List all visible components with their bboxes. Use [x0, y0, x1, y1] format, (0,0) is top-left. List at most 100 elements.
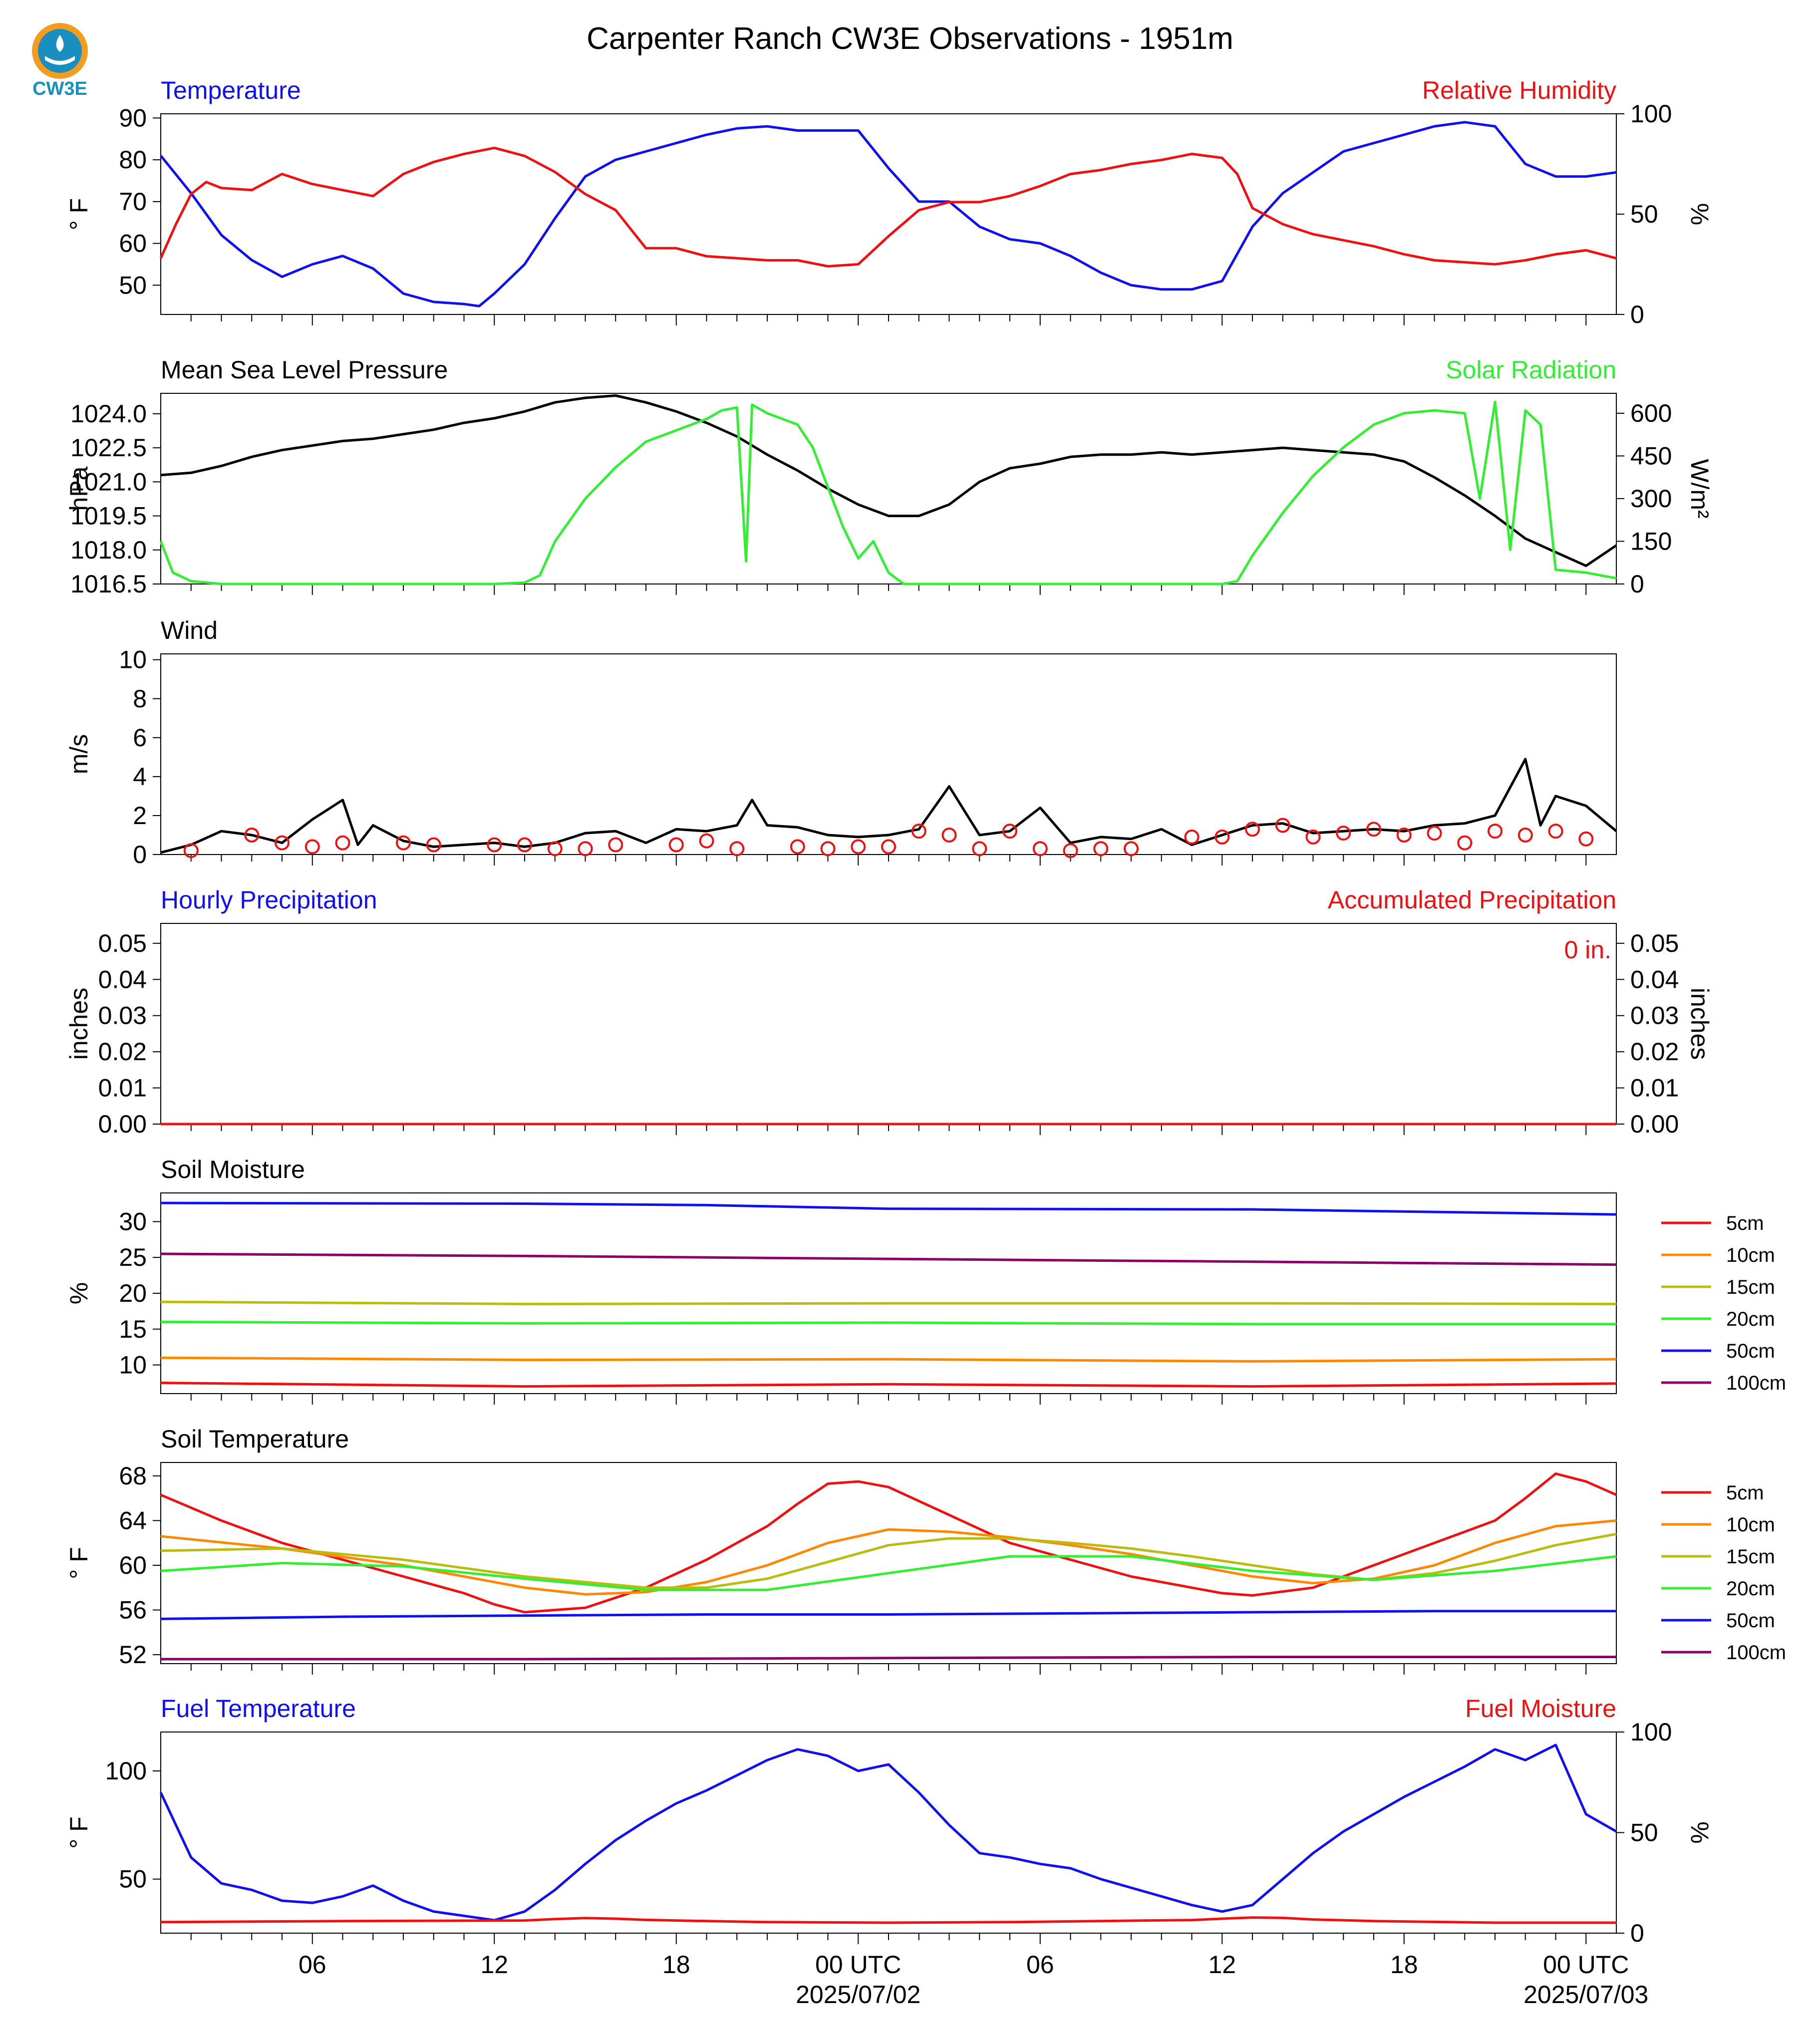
- wind-barb-marker: [790, 839, 805, 855]
- y-tick-label: 52: [119, 1641, 147, 1669]
- x-tick-label: 18: [662, 1951, 690, 1979]
- plot-frame: [160, 113, 1617, 315]
- legend-label: 5cm: [1726, 1212, 1764, 1234]
- y-tick-label: 70: [119, 188, 147, 216]
- wind-barb-marker: [820, 841, 836, 857]
- wind-barb-marker: [426, 837, 441, 853]
- legend-label: 15cm: [1726, 1546, 1775, 1568]
- plot-frame: [160, 923, 1617, 1125]
- logo-emblem-icon: CW3E: [32, 23, 88, 99]
- y-tick-label: 10: [119, 646, 147, 674]
- x-tick-label: 06: [1026, 1951, 1054, 1979]
- panel-3: Wind 0 2 4 6 8 10 m/s: [65, 616, 1617, 869]
- y-tick-label: 1024.0: [70, 400, 147, 428]
- panel-title-left: Hourly Precipitation: [161, 886, 377, 914]
- y-tick-label: 1019.5: [70, 502, 147, 530]
- plot-frame: [160, 1732, 1617, 1934]
- y-tick-label: 20: [119, 1279, 147, 1307]
- wind-barb-marker: [1578, 831, 1594, 847]
- wind-barb-marker: [699, 833, 714, 849]
- wind-barb-marker: [304, 839, 320, 855]
- legend-label: 50cm: [1726, 1340, 1775, 1362]
- wind-barb-marker: [851, 839, 866, 855]
- y-axis-label: ° F: [65, 198, 93, 230]
- wind-barb-marker: [1305, 829, 1321, 845]
- series-line: [160, 394, 1617, 568]
- y-tick-label: 10: [119, 1351, 147, 1379]
- y-tick-label-right: 0.00: [1630, 1110, 1679, 1138]
- panel-title-right: Fuel Moisture: [1465, 1695, 1616, 1723]
- wind-barb-marker: [183, 843, 199, 859]
- plot-frame: [160, 393, 1617, 584]
- y-axis-label-right: %: [1686, 1821, 1714, 1843]
- y-tick-label: 50: [119, 1865, 147, 1893]
- panel-title-right: Relative Humidity: [1422, 76, 1616, 104]
- wind-barb-marker: [1245, 822, 1260, 837]
- wind-barb-marker: [729, 841, 745, 857]
- y-axis-label: m/s: [65, 734, 93, 775]
- wind-barb-marker: [1184, 829, 1200, 845]
- wind-barb-marker: [1093, 841, 1109, 857]
- accumulated-total-label: 0 in.: [1564, 936, 1611, 964]
- series-line: [160, 1519, 1617, 1596]
- wind-barb-marker: [517, 837, 532, 853]
- x-tick-label: 12: [480, 1951, 508, 1979]
- wind-barb-marker: [1427, 826, 1442, 841]
- wind-barb-marker: [1002, 824, 1017, 839]
- y-tick-label-right: 450: [1630, 442, 1672, 470]
- wind-barb-marker: [1124, 841, 1139, 857]
- y-tick-label: 1021.0: [70, 468, 147, 496]
- panel-title-left: Fuel Temperature: [161, 1695, 356, 1723]
- x-tick-label: 12: [1208, 1951, 1236, 1979]
- panel-1: Temperature Relative Humidity 50 60 70 80 90 0 5…: [65, 76, 1714, 328]
- wind-barb-marker: [578, 841, 593, 857]
- y-tick-label: 1022.5: [70, 434, 147, 462]
- panel-6: Soil Temperature 52 56 60 64 68 ° F 5cm 10cm 15cm…: [65, 1425, 1786, 1675]
- y-tick-label: 64: [119, 1506, 147, 1534]
- y-tick-label-right: 0: [1630, 1919, 1644, 1947]
- y-tick-label-right: 100: [1630, 1718, 1672, 1746]
- legend-label: 5cm: [1726, 1482, 1764, 1504]
- series-line: [160, 1356, 1617, 1363]
- wind-barb-marker: [1275, 818, 1290, 833]
- y-tick-label-right: 300: [1630, 485, 1672, 513]
- y-tick-label-right: 0.03: [1630, 1002, 1679, 1030]
- wind-barb-marker: [881, 839, 896, 855]
- panel-title-left: Soil Temperature: [161, 1425, 349, 1453]
- y-tick-label: 50: [119, 271, 147, 299]
- y-tick-label: 0.00: [98, 1110, 147, 1138]
- y-axis-label-right: %: [1686, 203, 1714, 225]
- panel-title-right: Accumulated Precipitation: [1328, 886, 1616, 914]
- y-tick-label: 0: [133, 841, 147, 869]
- legend-label: 100cm: [1726, 1642, 1786, 1664]
- y-axis-label-right: inches: [1686, 988, 1714, 1060]
- y-tick-label-right: 100: [1630, 100, 1672, 128]
- panel-2: Mean Sea Level Pressure Solar Radiation 10…: [65, 356, 1714, 598]
- x-tick-label: 06: [299, 1951, 326, 1979]
- legend-label: 15cm: [1726, 1276, 1775, 1298]
- wind-barb-marker: [244, 827, 260, 843]
- series-line: [159, 146, 1617, 268]
- x-date-label: 2025/07/02: [796, 1981, 920, 2009]
- y-tick-label: 4: [133, 763, 147, 791]
- y-tick-label: 0.01: [98, 1074, 147, 1102]
- y-axis-label: inches: [65, 988, 93, 1060]
- wind-barb-marker: [608, 837, 623, 853]
- y-tick-label-right: 0: [1630, 300, 1644, 328]
- y-tick-label-right: 0.02: [1630, 1038, 1679, 1066]
- plot-frame: [160, 1192, 1617, 1394]
- series-line: [160, 758, 1617, 854]
- y-tick-label: 0.04: [98, 965, 147, 993]
- y-tick-label: 8: [133, 685, 147, 713]
- series-line: [159, 1743, 1617, 1922]
- y-tick-label: 0.05: [98, 929, 147, 957]
- legend-label: 10cm: [1726, 1244, 1775, 1266]
- wind-barb-marker: [396, 835, 411, 851]
- y-tick-label: 25: [119, 1243, 147, 1271]
- panel-title-left: Soil Moisture: [161, 1156, 305, 1183]
- panel-title-left: Temperature: [161, 76, 301, 104]
- panel-title-right: Solar Radiation: [1446, 356, 1616, 384]
- y-tick-label-right: 0.04: [1630, 965, 1679, 993]
- y-tick-label: 90: [119, 104, 147, 132]
